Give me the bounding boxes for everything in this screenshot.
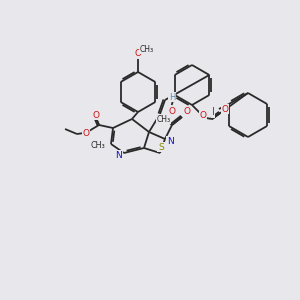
- Text: N: N: [167, 136, 173, 146]
- Text: N: N: [116, 151, 122, 160]
- Text: O: O: [184, 107, 190, 116]
- Text: CH₃: CH₃: [91, 140, 105, 149]
- Text: O: O: [200, 112, 206, 121]
- Text: CH₃: CH₃: [157, 115, 171, 124]
- Text: O: O: [92, 110, 100, 119]
- Text: CH₃: CH₃: [140, 44, 154, 53]
- Text: O: O: [134, 49, 142, 58]
- Text: O: O: [82, 130, 89, 139]
- Text: S: S: [158, 142, 164, 152]
- Text: O: O: [168, 107, 175, 116]
- Text: O: O: [221, 104, 229, 113]
- Text: I: I: [212, 107, 214, 117]
- Text: H: H: [169, 92, 175, 101]
